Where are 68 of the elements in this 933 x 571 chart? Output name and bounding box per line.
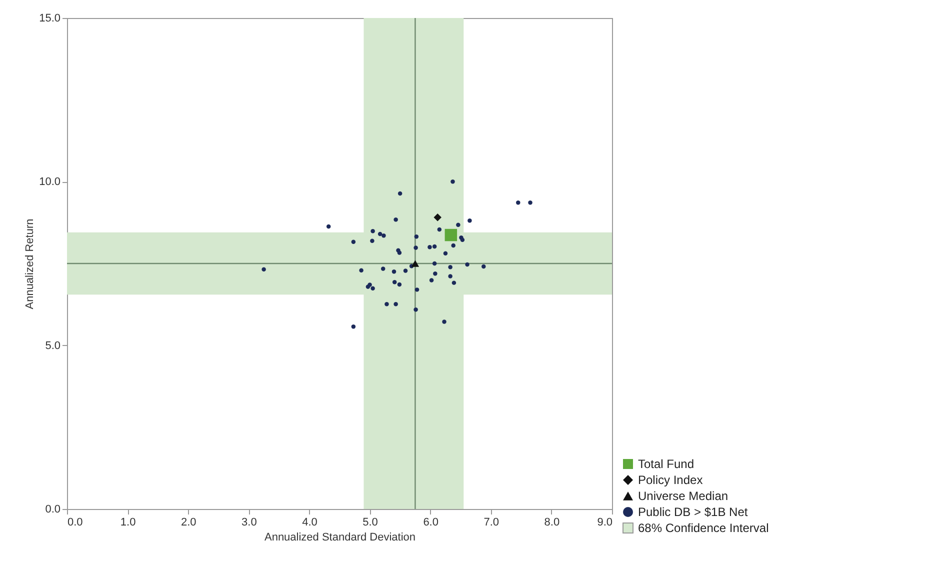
point [444,228,458,242]
point [429,278,434,282]
x-tick-label: 7.0 [484,516,500,528]
point [370,238,374,244]
point [351,324,356,329]
x-tick-label: 4.0 [302,516,318,528]
x-tick-label: 8.0 [544,516,560,528]
y-axis-title: Annualized Return [24,218,36,310]
point [414,288,420,292]
point [442,320,446,324]
point [380,266,386,271]
point [433,272,438,276]
point [434,213,442,222]
point [384,302,389,306]
point [432,244,437,249]
y-tick-label: 5.0 [45,340,60,352]
y-tick-label: 0.0 [45,504,60,516]
point [414,308,418,312]
x-axis-title: Annualized Standard Deviation [264,532,416,544]
x-tick-label: 6.0 [423,516,438,528]
point [451,243,456,248]
point [359,268,364,272]
point [432,261,437,266]
point [452,280,456,285]
point [516,200,520,205]
point [448,274,452,278]
point [456,222,460,227]
x-tick-label: 0.0 [68,516,83,528]
point [428,245,432,250]
point [370,286,375,290]
x-tick-label: 5.0 [362,516,378,528]
point [394,218,398,222]
point [482,264,486,269]
point [394,302,398,306]
x-tick-label: 3.0 [242,516,257,528]
point [403,268,408,273]
point [351,240,356,244]
point [392,280,397,284]
point [450,180,455,184]
point [448,264,452,270]
point [414,246,418,250]
point [468,218,472,223]
point [382,234,386,238]
point [411,260,420,267]
point [262,267,266,272]
point [443,251,448,256]
point [437,227,442,232]
y-tick-label: 10.0 [39,176,60,188]
point [370,228,375,234]
point [392,270,396,274]
point [465,262,470,267]
legend-label: 68% Confidence Interval [638,521,769,535]
legend-label: Public DB > $1B Net [638,505,748,519]
point [528,200,532,205]
x-tick-label: 9.0 [597,516,612,528]
point [414,234,419,239]
x-tick-label: 1.0 [120,516,136,528]
point [397,250,402,255]
point [397,282,402,287]
legend-label: Policy Index [638,473,703,487]
legend-label: Total Fund [638,457,694,471]
point [378,232,382,236]
y-tick-label: 15.0 [39,12,60,24]
point [326,224,331,229]
point [398,191,402,196]
point [460,238,465,242]
legend-label: Universe Median [638,489,728,503]
x-tick-label: 2.0 [180,516,196,528]
